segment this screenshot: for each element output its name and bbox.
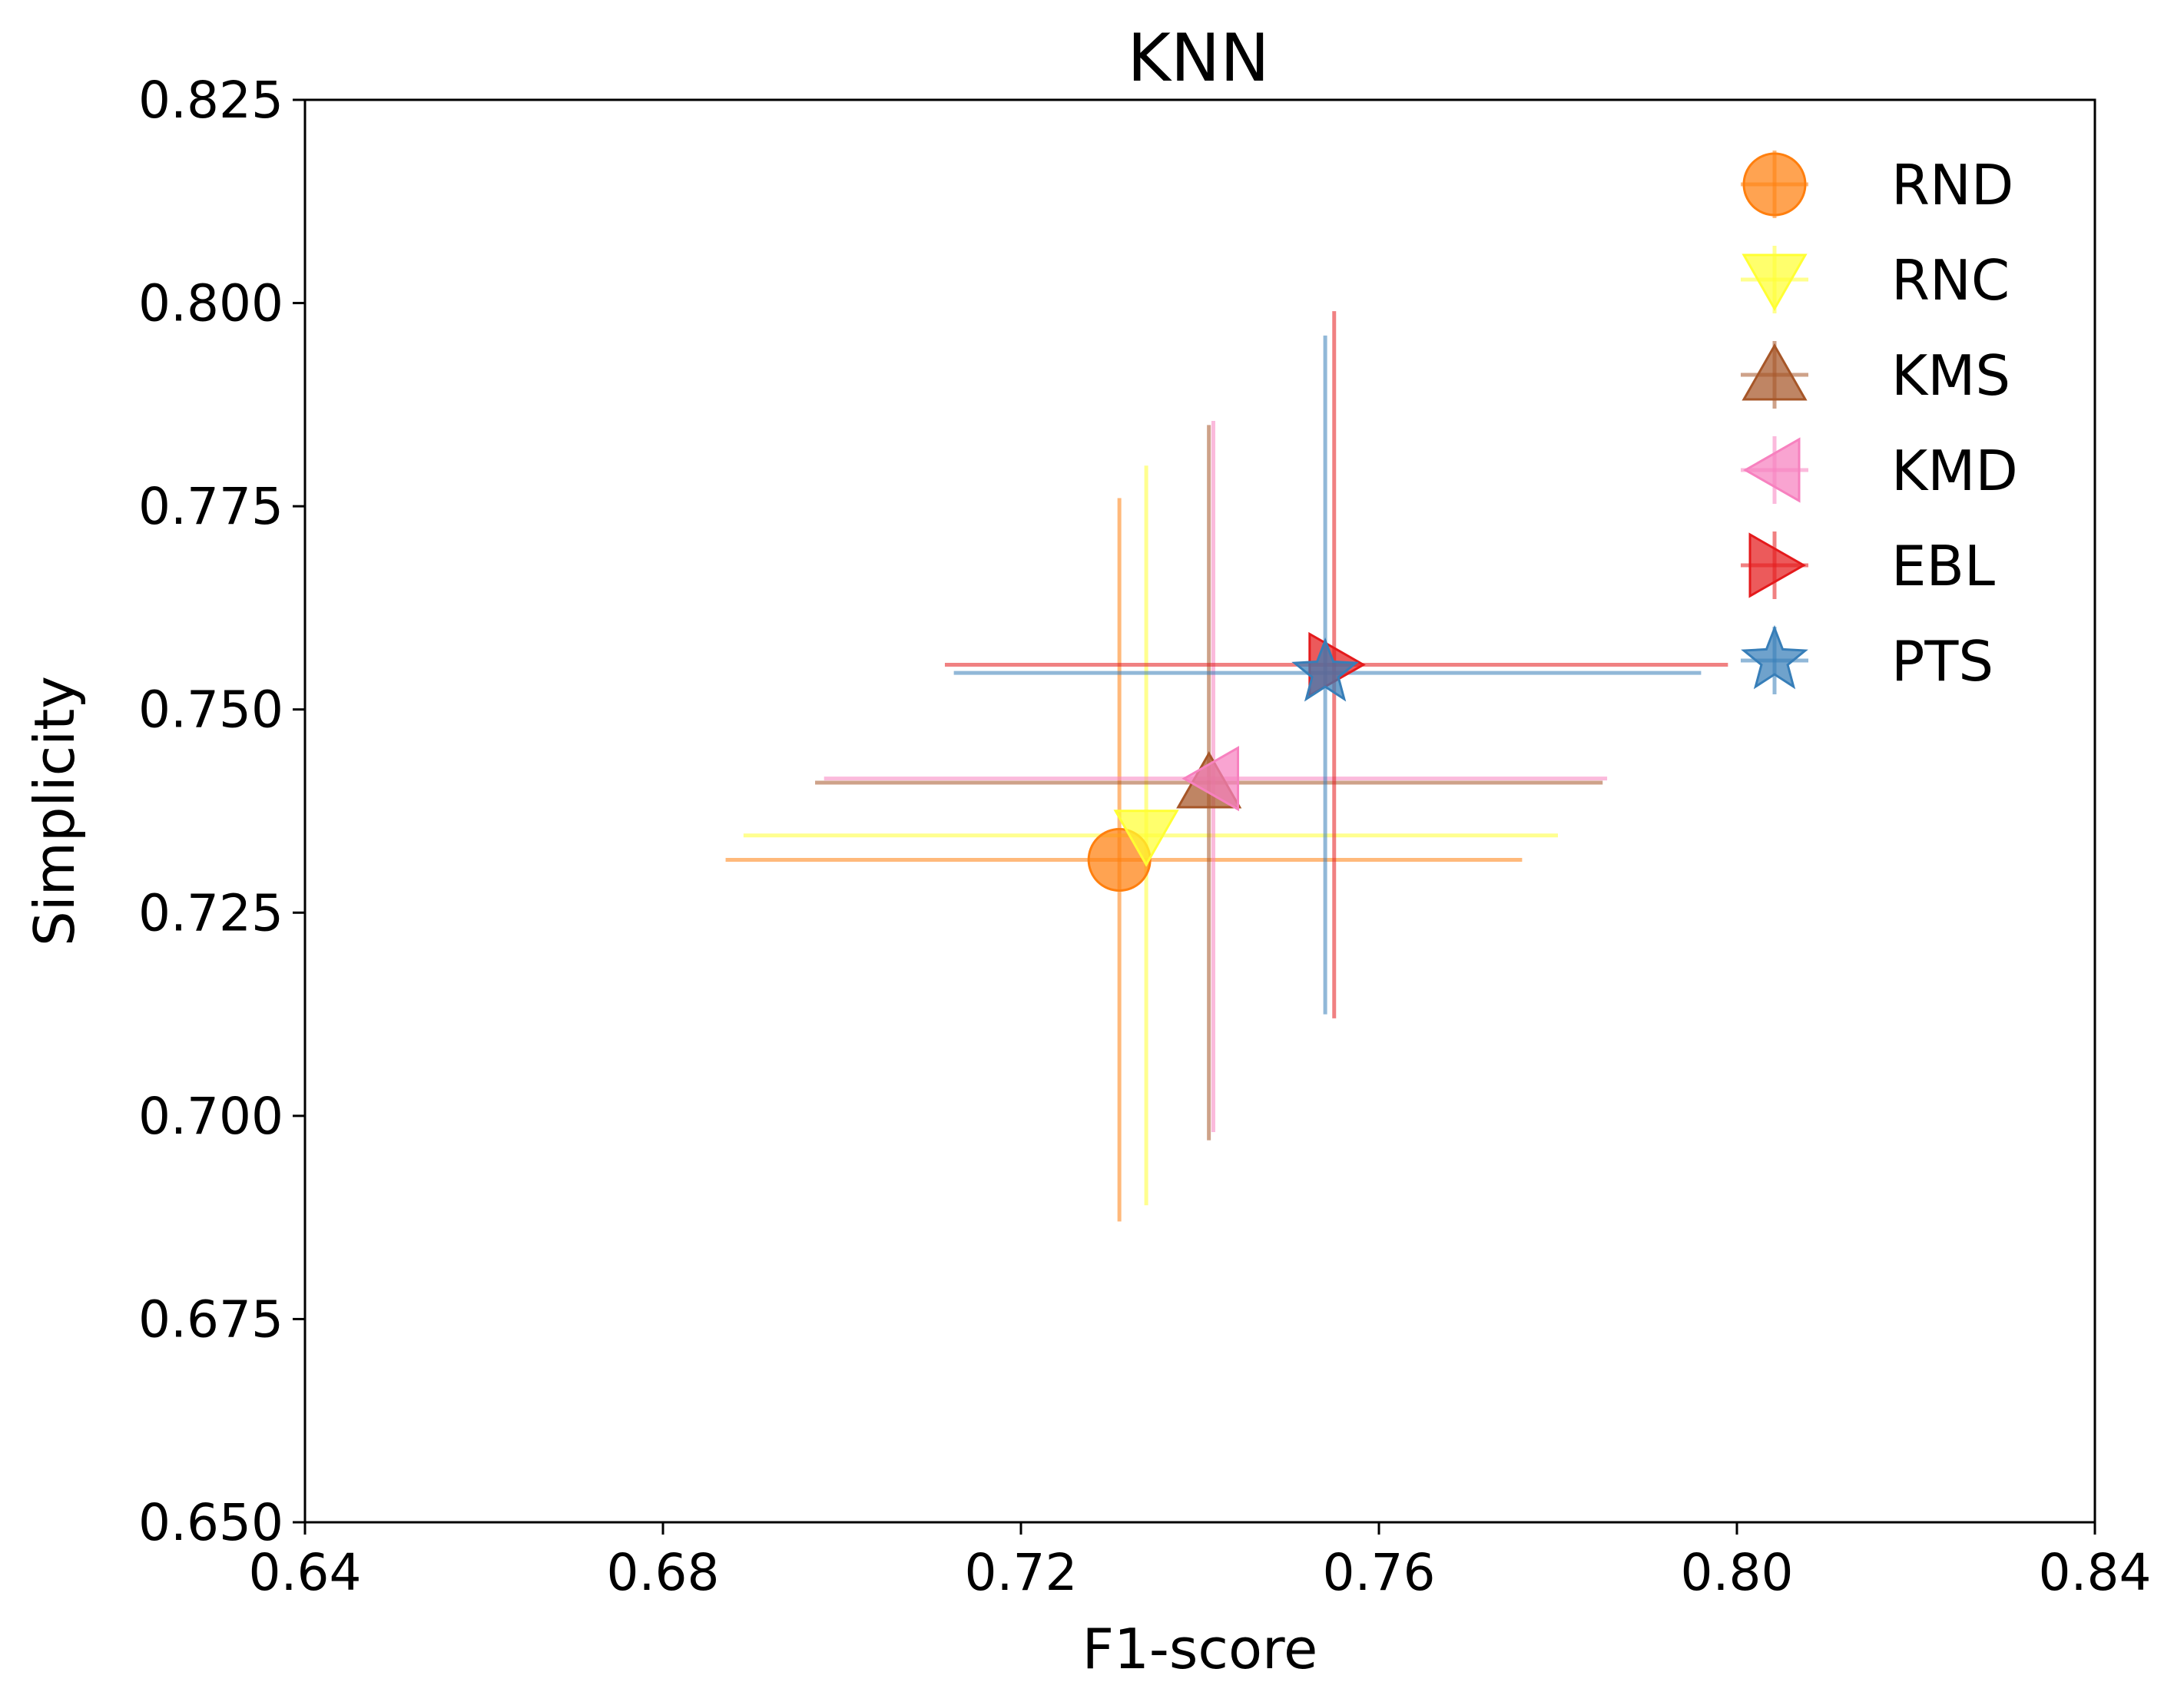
x-axis-label: F1-score <box>1082 1617 1318 1681</box>
legend-label-pts: PTS <box>1891 629 1993 694</box>
x-tick-label: 0.84 <box>2039 1543 2152 1602</box>
legend-item-kms: KMS <box>1741 341 2010 409</box>
x-tick-label: 0.80 <box>1681 1543 1794 1602</box>
x-tick-label: 0.76 <box>1323 1543 1436 1602</box>
chart-title: KNN <box>1127 20 1269 97</box>
x-tick-label: 0.72 <box>965 1543 1078 1602</box>
legend-marker-rnc <box>1742 253 1808 312</box>
legend-label-ebl: EBL <box>1891 534 1995 598</box>
marker-pts <box>1291 637 1359 702</box>
legend-label-rnd: RND <box>1891 153 2013 217</box>
y-tick-label: 0.800 <box>138 274 283 333</box>
y-tick-label: 0.775 <box>138 477 283 536</box>
legend-marker-pts <box>1741 624 1808 690</box>
legend-label-kms: KMS <box>1891 343 2010 408</box>
y-tick-label: 0.700 <box>138 1087 283 1146</box>
legend-item-rnc: RNC <box>1741 246 2010 313</box>
legend-item-pts: PTS <box>1741 624 1993 694</box>
y-tick-label: 0.675 <box>138 1290 283 1349</box>
legend-marker-kms <box>1742 343 1808 401</box>
y-tick-label: 0.650 <box>138 1493 283 1552</box>
x-axis-ticks: 0.64 0.68 0.72 0.76 0.80 0.84 <box>249 1522 2152 1602</box>
legend-marker-kmd <box>1742 437 1801 503</box>
y-tick-label: 0.725 <box>138 883 283 942</box>
y-axis-ticks: 0.650 0.675 0.700 0.725 0.750 0.775 0.800 0.825 <box>138 71 305 1552</box>
legend-marker-ebl <box>1748 532 1807 598</box>
y-tick-label: 0.750 <box>138 680 283 740</box>
data-markers <box>1087 631 1366 892</box>
x-tick-label: 0.68 <box>607 1543 720 1602</box>
legend-item-ebl: EBL <box>1741 531 1995 599</box>
legend-label-rnc: RNC <box>1891 248 2010 313</box>
legend-item-kmd: KMD <box>1741 436 2018 504</box>
legend-item-rnd: RND <box>1741 151 2013 218</box>
plot-frame <box>303 98 2096 1524</box>
y-tick-label: 0.825 <box>138 71 283 130</box>
legend: RND RNC KMS KMD EBL PTS <box>1741 151 2018 694</box>
legend-marker-rnd <box>1742 152 1807 217</box>
y-axis-label: Simplicity <box>22 676 87 946</box>
legend-label-kmd: KMD <box>1891 439 2018 503</box>
marker-kmd <box>1181 746 1239 812</box>
x-tick-label: 0.64 <box>249 1543 362 1602</box>
marker-rnc <box>1113 810 1179 867</box>
